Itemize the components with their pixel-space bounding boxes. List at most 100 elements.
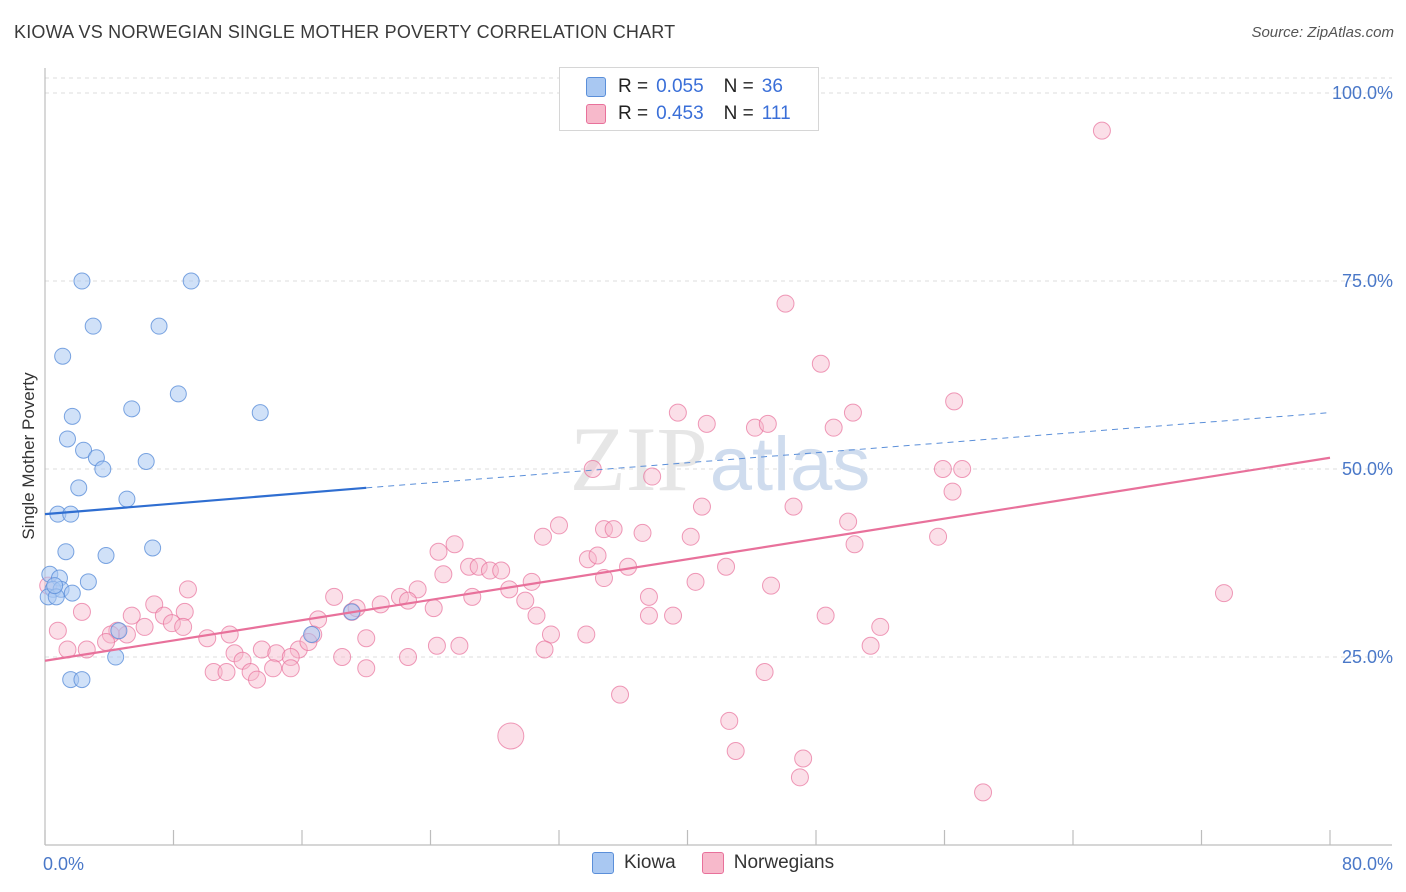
norwegians-point [217, 663, 236, 682]
norwegians-point [174, 617, 193, 636]
norwegians-point [72, 602, 91, 621]
norwegians-point [325, 587, 344, 606]
norwegians-point [578, 550, 597, 569]
norwegians-point [241, 663, 260, 682]
norwegians-point [953, 460, 972, 479]
norwegians-point [463, 587, 482, 606]
norwegians-point [811, 354, 830, 373]
kiowa-point [251, 404, 269, 422]
norwegians-point [541, 625, 560, 644]
norwegians-point [1214, 584, 1233, 603]
y-axis-ticks: 25.0% 50.0% 75.0% 100.0% [1332, 83, 1393, 667]
kiowa-point [70, 479, 88, 497]
kiowa-point [150, 317, 168, 335]
norwegians-point [643, 467, 662, 486]
kiowa-point [118, 490, 136, 508]
norwegians-point [357, 629, 376, 648]
n-label: N = [723, 76, 754, 97]
series-legend: Kiowa Norwegians [592, 852, 860, 874]
norwegians-point [639, 587, 658, 606]
watermark: ZIPatlas [570, 408, 871, 510]
norwegians-point [492, 561, 511, 580]
norwegians-point [784, 497, 803, 516]
kiowa-point [73, 272, 91, 290]
norwegians-point [220, 625, 239, 644]
norwegians-point [122, 606, 141, 625]
legend-item-kiowa[interactable]: Kiowa [592, 852, 676, 874]
kiowa-points [39, 272, 361, 689]
kiowa-point [182, 272, 200, 290]
norwegians-point [267, 644, 286, 663]
kiowa-point [62, 505, 80, 523]
norwegians-point [633, 523, 652, 542]
norwegians-point [427, 636, 446, 655]
kiowa-point [94, 460, 112, 478]
norwegians-point [198, 629, 217, 648]
norwegians-point [264, 659, 283, 678]
chart-title: KIOWA VS NORWEGIAN SINGLE MOTHER POVERTY… [14, 22, 676, 42]
norwegians-point [933, 460, 952, 479]
norwegians-point [824, 418, 843, 437]
y-tick-label: 25.0% [1342, 647, 1393, 667]
norwegians-point [48, 621, 67, 640]
norwegians-point [527, 606, 546, 625]
kiowa-point [63, 584, 81, 602]
norwegians-point [929, 527, 948, 546]
norwegians-point [424, 599, 443, 618]
norwegians-point [974, 783, 993, 802]
kiowa-point [58, 430, 76, 448]
kiowa-point [79, 573, 97, 591]
kiowa-point [137, 453, 155, 470]
norwegians-point [281, 659, 300, 678]
n-label: N = [723, 103, 754, 124]
norwegians-point [697, 414, 716, 433]
legend-row-norwegians: R = 0.453 N = 111 [586, 101, 791, 127]
legend-item-norwegians[interactable]: Norwegians [701, 852, 834, 874]
norwegians-point [445, 535, 464, 554]
source-label: Source: ZipAtlas.com [1251, 24, 1394, 41]
axes [44, 68, 1392, 846]
r-label: R = [618, 76, 649, 97]
norwegians-points [39, 121, 1233, 802]
norwegians-point [97, 632, 116, 651]
kiowa-swatch [592, 852, 614, 874]
norwegians-point [497, 722, 525, 750]
norwegians-point [639, 606, 658, 625]
norwegians-point [871, 617, 890, 636]
kiowa-point [73, 671, 91, 689]
norwegians-point [399, 591, 418, 610]
norwegians-point [1092, 121, 1111, 140]
norwegians-point [845, 535, 864, 554]
norwegians-point [450, 636, 469, 655]
norwegians-point [333, 648, 352, 667]
r-value: 0.453 [656, 103, 704, 124]
x-tick-label: 80.0% [1342, 854, 1393, 874]
norwegians-point [945, 392, 964, 411]
kiowa-trend-extension [366, 412, 1331, 489]
norwegians-point [248, 670, 267, 689]
norwegians-point [755, 663, 774, 682]
norwegians-point [790, 768, 809, 787]
r-label: R = [618, 103, 649, 124]
norwegians-point [371, 595, 390, 614]
norwegians-point [583, 460, 602, 479]
norwegians-point [681, 527, 700, 546]
kiowa-point [57, 543, 75, 561]
norwegians-point [535, 640, 554, 659]
norwegians-point [135, 617, 154, 636]
norwegians-point [469, 557, 488, 576]
y-tick-label: 100.0% [1332, 83, 1393, 103]
norwegians-point [162, 614, 181, 633]
kiowa-point [123, 400, 141, 418]
norwegians-point [175, 602, 194, 621]
y-tick-label: 75.0% [1342, 271, 1393, 291]
norwegians-swatch [701, 852, 724, 874]
y-tick-label: 50.0% [1342, 459, 1393, 479]
n-value: 111 [761, 103, 791, 124]
x-axis-ticks: 0.0% 80.0% [43, 854, 1393, 874]
norwegians-point [522, 572, 541, 591]
norwegians-point [668, 403, 687, 422]
norwegians-point [943, 482, 962, 501]
norwegians-point [399, 648, 418, 667]
kiowa-trend-line [44, 486, 367, 516]
